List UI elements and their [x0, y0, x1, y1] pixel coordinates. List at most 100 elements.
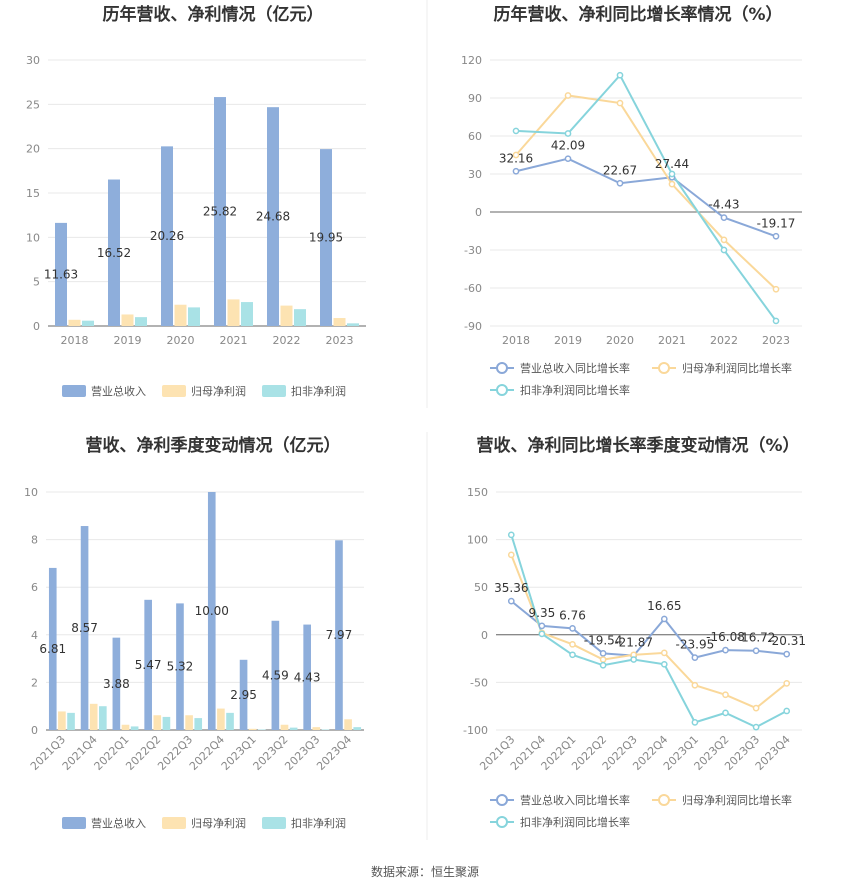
data-point [599, 661, 607, 669]
y-tick-label: 0 [475, 206, 482, 219]
data-point [616, 179, 624, 187]
legend-label: 归母净利润 [191, 816, 246, 830]
legend-marker [496, 362, 508, 374]
x-tick-label: 2023Q4 [314, 733, 354, 773]
series-line [515, 157, 777, 238]
data-point [538, 630, 546, 638]
bar [130, 726, 139, 730]
data-point [722, 709, 729, 717]
data-point [752, 723, 760, 731]
legend-swatch [162, 817, 186, 829]
bar [89, 703, 98, 730]
data-point [569, 640, 576, 648]
data-point [720, 246, 728, 254]
data-label: 5.32 [167, 660, 194, 674]
y-tick-label: 90 [468, 92, 482, 105]
bar [55, 222, 67, 326]
bar [335, 540, 343, 730]
x-tick-label: 2023 [326, 334, 354, 347]
data-source: 数据来源：恒生聚源 [371, 864, 479, 879]
y-tick-label: 15 [26, 187, 40, 200]
y-tick-label: -30 [464, 244, 482, 257]
data-label: 9.35 [529, 606, 556, 620]
data-label: 4.43 [294, 670, 321, 684]
bar [112, 637, 121, 730]
data-label: 19.95 [309, 231, 343, 245]
y-tick-label: 30 [26, 54, 40, 67]
bar [48, 567, 57, 730]
legend-marker [658, 362, 670, 374]
data-point [538, 622, 546, 630]
y-tick-label: -90 [464, 320, 482, 333]
y-tick-label: 20 [26, 143, 40, 156]
bar [239, 659, 248, 730]
bar [347, 323, 359, 326]
data-point [691, 719, 699, 726]
data-label: 16.65 [647, 599, 681, 613]
bar [135, 317, 147, 326]
data-point [507, 551, 515, 559]
bar [58, 711, 66, 730]
bar [353, 727, 362, 730]
data-point [722, 691, 729, 699]
bar [241, 302, 253, 326]
bar [144, 599, 152, 730]
data-point [772, 317, 780, 325]
data-point [507, 597, 515, 605]
x-tick-label: 2020 [167, 334, 195, 347]
legend-label: 营业总收入同比增长率 [520, 361, 630, 375]
data-point [569, 651, 576, 659]
y-tick-label: 8 [31, 534, 38, 547]
data-point [512, 151, 520, 159]
bar [294, 309, 306, 326]
data-point [772, 232, 780, 240]
data-point [668, 170, 676, 178]
data-point [660, 615, 668, 623]
y-tick-label: 120 [461, 54, 482, 67]
chart-title: 营收、净利同比增长率季度变动情况（%） [476, 435, 799, 456]
bar [67, 712, 75, 730]
legend-label: 归母净利润 [191, 384, 246, 398]
data-label: -16.08 [706, 630, 745, 644]
data-label: -19.17 [757, 216, 796, 230]
data-point [512, 167, 520, 175]
bar [161, 146, 173, 326]
data-point [512, 127, 520, 135]
data-point [722, 646, 729, 654]
data-label: -19.54 [584, 633, 623, 647]
data-point [660, 660, 668, 668]
y-tick-label: 30 [468, 168, 482, 181]
y-tick-label: 50 [474, 581, 488, 594]
data-point [616, 99, 624, 107]
data-point [507, 531, 515, 539]
data-label: -21.87 [614, 636, 653, 650]
x-tick-label: 2018 [61, 334, 89, 347]
bar [176, 603, 184, 730]
bar [99, 706, 107, 730]
x-tick-label: 2020 [606, 334, 634, 347]
x-tick-label: 2022 [710, 334, 738, 347]
data-point [720, 214, 728, 221]
data-point [720, 236, 728, 244]
data-label: -20.31 [767, 634, 806, 648]
data-point [599, 650, 607, 657]
bar [248, 728, 257, 730]
y-tick-label: 25 [26, 98, 40, 111]
data-point [564, 92, 572, 99]
data-label: -23.95 [676, 638, 715, 652]
data-label: 5.47 [135, 658, 162, 672]
legend-label: 归母净利润同比增长率 [682, 793, 792, 807]
y-tick-label: 0 [31, 724, 38, 737]
legend-swatch [62, 817, 86, 829]
data-label: 32.16 [499, 151, 533, 165]
legend-label: 扣非净利润同比增长率 [520, 383, 630, 397]
bar [188, 307, 200, 326]
bar [333, 318, 346, 326]
data-point [564, 130, 572, 137]
data-label: 8.57 [71, 621, 98, 635]
bar [227, 299, 240, 326]
data-point [772, 285, 780, 293]
bar [162, 716, 171, 730]
y-tick-label: 6 [31, 581, 38, 594]
